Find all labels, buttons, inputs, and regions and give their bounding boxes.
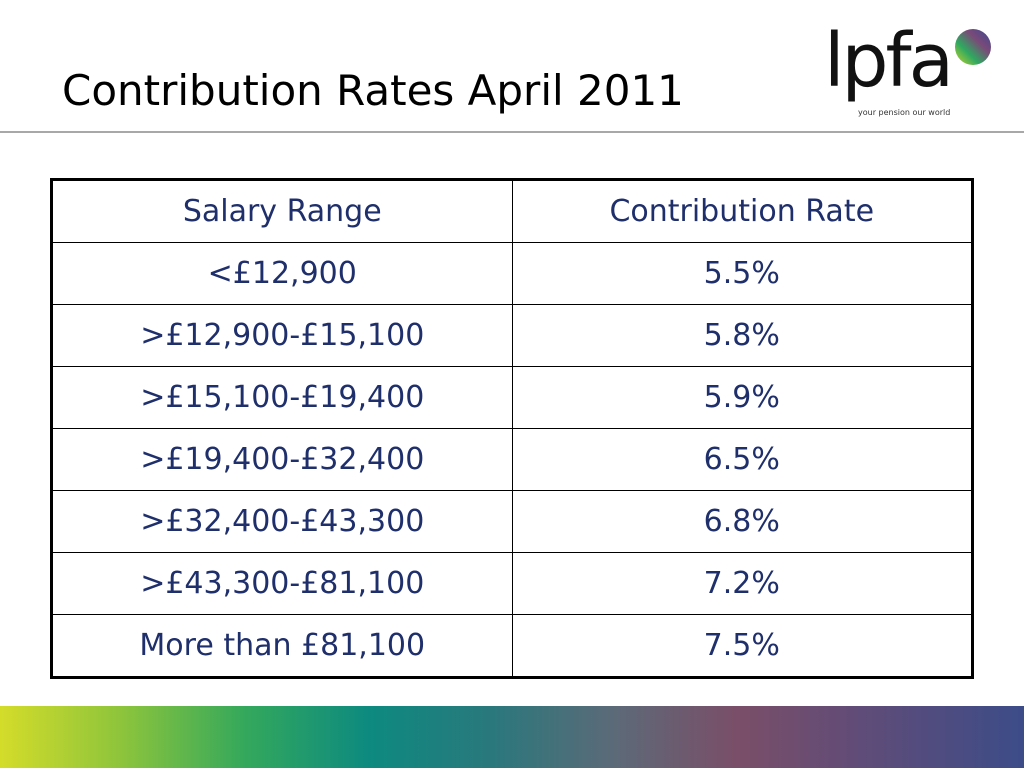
table-header-row: Salary Range Contribution Rate	[51, 179, 973, 243]
salary-range-cell: >£15,100-£19,400	[51, 366, 513, 429]
contribution-rate-cell: 5.9%	[511, 366, 973, 429]
logo-dot-icon	[955, 29, 991, 65]
salary-range-cell: <£12,900	[51, 242, 513, 305]
contribution-rate-cell: 5.5%	[511, 242, 973, 305]
contribution-rates-table: Salary Range Contribution Rate <£12,900 …	[50, 178, 974, 679]
contribution-rate-cell: 5.8%	[511, 304, 973, 367]
table-row: <£12,900 5.5%	[51, 242, 973, 305]
table-row: >£19,400-£32,400 6.5%	[51, 428, 973, 491]
salary-range-cell: >£12,900-£15,100	[51, 304, 513, 367]
lpfa-logo: lpfa your pension our world	[822, 24, 994, 124]
salary-range-cell: >£43,300-£81,100	[51, 552, 513, 615]
logo-tagline: your pension our world	[858, 108, 951, 117]
contribution-rate-cell: 7.2%	[511, 552, 973, 615]
contribution-rate-cell: 6.5%	[511, 428, 973, 491]
logo-wordmark: lpfa	[824, 18, 954, 104]
salary-range-cell: >£32,400-£43,300	[51, 490, 513, 553]
slide-title: Contribution Rates April 2011	[62, 66, 684, 115]
salary-range-cell: More than £81,100	[51, 614, 513, 678]
header-contribution-rate: Contribution Rate	[511, 179, 973, 243]
table-row: >£43,300-£81,100 7.2%	[51, 552, 973, 615]
contribution-rate-cell: 7.5%	[511, 614, 973, 678]
footer-gradient-band	[0, 706, 1024, 768]
table-row: More than £81,100 7.5%	[51, 614, 973, 678]
table-row: >£15,100-£19,400 5.9%	[51, 366, 973, 429]
salary-range-cell: >£19,400-£32,400	[51, 428, 513, 491]
title-divider	[0, 131, 1024, 133]
table-row: >£12,900-£15,100 5.8%	[51, 304, 973, 367]
header-salary-range: Salary Range	[51, 179, 513, 243]
table-row: >£32,400-£43,300 6.8%	[51, 490, 973, 553]
contribution-rate-cell: 6.8%	[511, 490, 973, 553]
